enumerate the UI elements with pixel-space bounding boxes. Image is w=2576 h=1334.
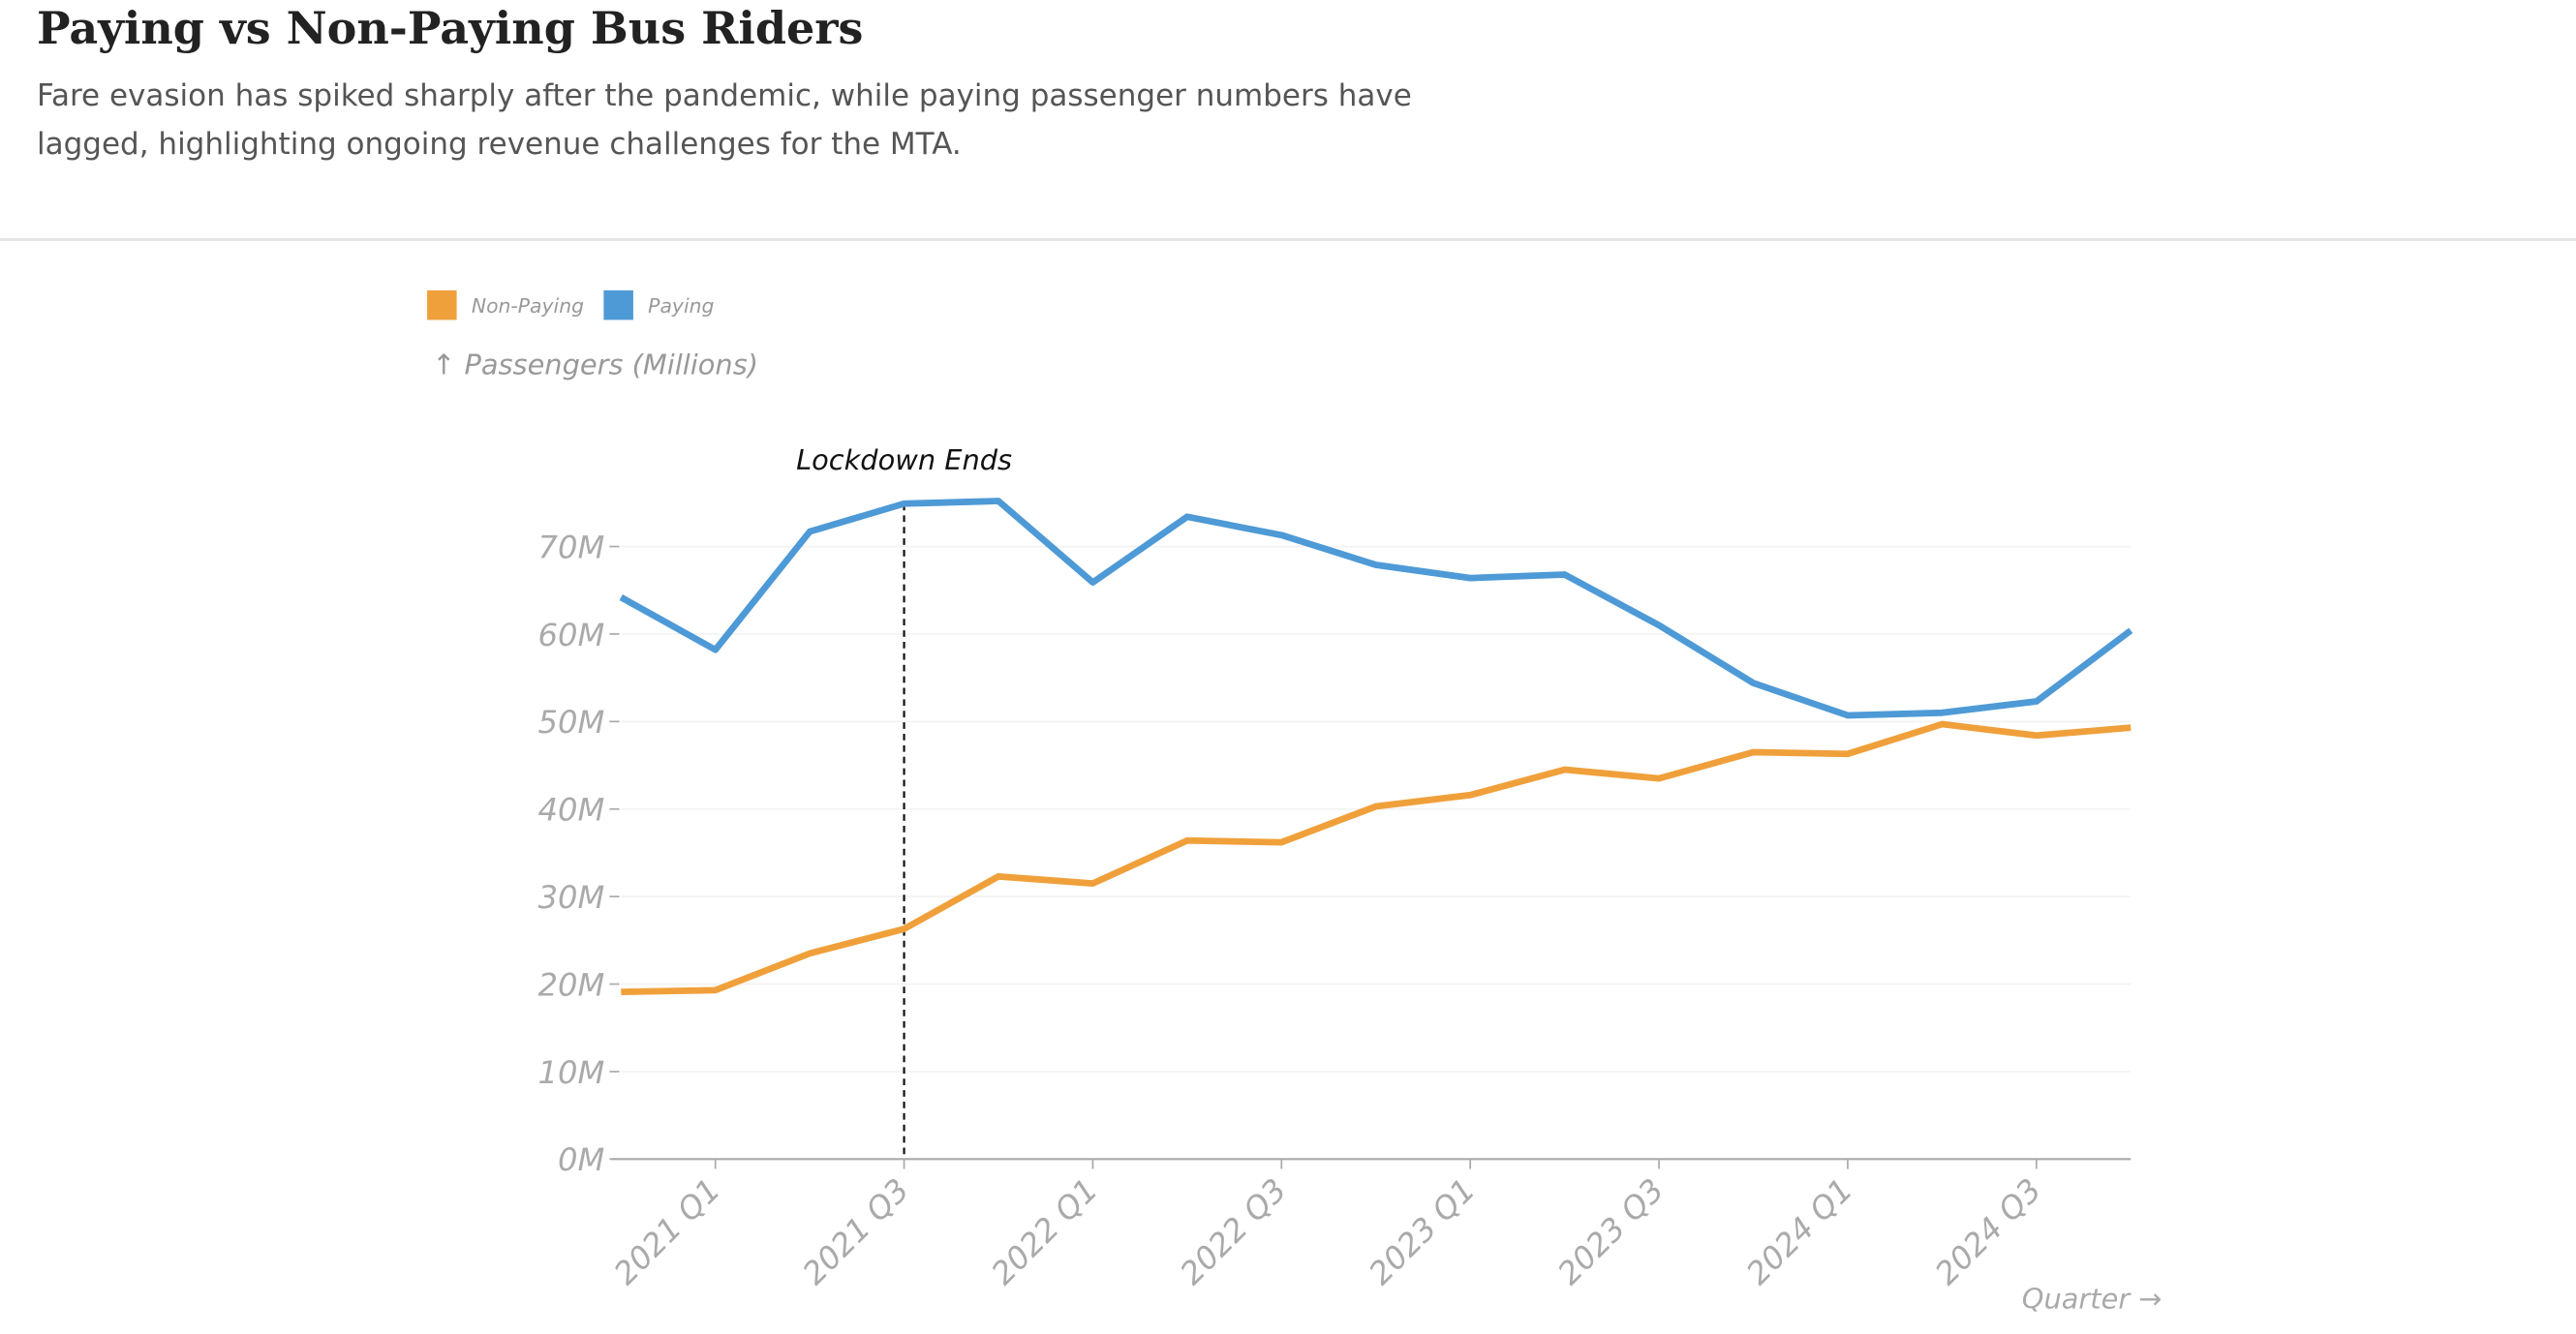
legend-label: Paying bbox=[648, 294, 714, 318]
chart-subtitle: Fare evasion has spiked sharply after th… bbox=[37, 78, 1412, 162]
x-tick-label: 2022 Q3 bbox=[1173, 1171, 1294, 1292]
y-tick-label: 10M bbox=[537, 1054, 604, 1091]
y-tick-label: 0M bbox=[558, 1141, 604, 1178]
chart: Non-Paying Paying ↑ Passengers (Millions) Q… bbox=[427, 289, 2162, 1316]
series-line bbox=[621, 720, 2131, 996]
x-tick-label: 2023 Q1 bbox=[1362, 1171, 1483, 1292]
legend-swatch bbox=[427, 289, 457, 320]
series-line bbox=[619, 498, 2133, 719]
legend-label: Non-Paying bbox=[472, 294, 584, 318]
y-tick-label: 50M bbox=[537, 704, 604, 741]
header: Paying vs Non-Paying Bus Riders Fare eva… bbox=[0, 0, 2576, 241]
y-tick-label: 20M bbox=[537, 966, 604, 1003]
y-tick-label: 70M bbox=[537, 529, 604, 565]
y-tick-label: 60M bbox=[537, 617, 604, 653]
x-tick-label: 2022 Q1 bbox=[984, 1171, 1105, 1292]
x-axis-label: Quarter → bbox=[2022, 1283, 2162, 1316]
x-tick-label: 2021 Q3 bbox=[795, 1171, 916, 1292]
y-tick-label: 30M bbox=[537, 879, 604, 916]
chart-title: Paying vs Non-Paying Bus Riders bbox=[37, 2, 864, 54]
legend-swatch bbox=[603, 289, 633, 320]
annotation-label: Lockdown Ends bbox=[796, 443, 1012, 476]
x-tick-label: 2024 Q1 bbox=[1739, 1171, 1860, 1292]
x-tick-label: 2021 Q1 bbox=[607, 1171, 728, 1292]
y-tick-label: 40M bbox=[537, 792, 604, 829]
x-tick-label: 2023 Q3 bbox=[1550, 1171, 1671, 1292]
x-tick-label: 2024 Q3 bbox=[1928, 1171, 2049, 1292]
y-axis-label: ↑ Passengers (Millions) bbox=[432, 348, 758, 380]
